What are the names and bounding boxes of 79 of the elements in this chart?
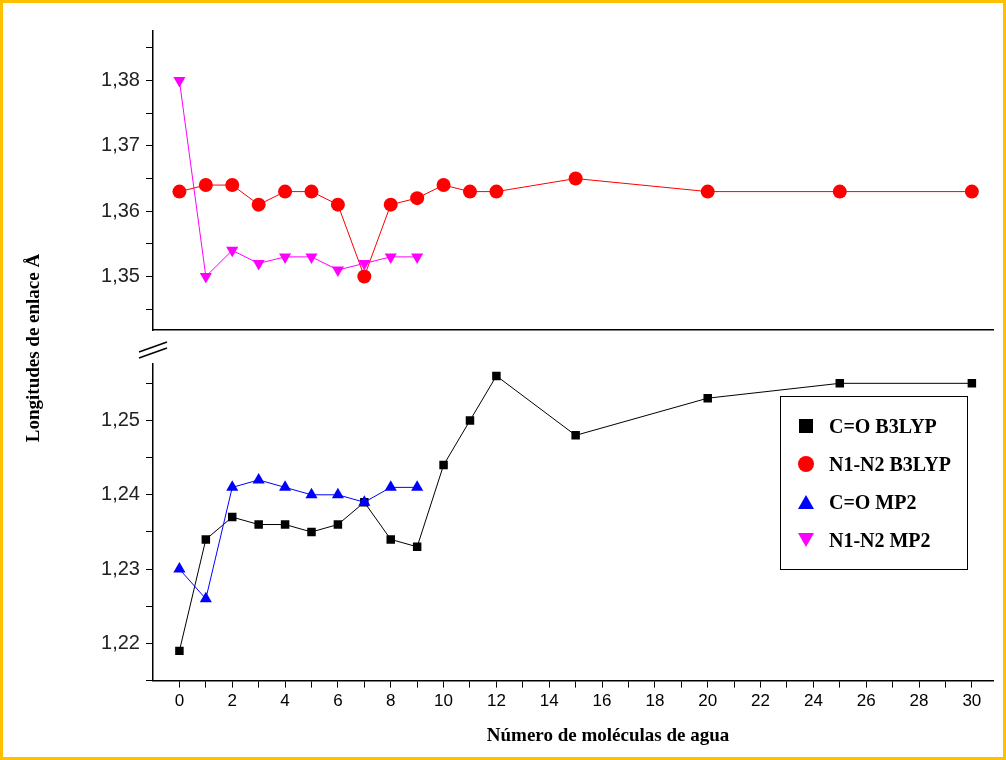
x-tick-label: 22 bbox=[751, 691, 771, 711]
point bbox=[331, 487, 344, 499]
y-tick-label: 1,24 bbox=[101, 482, 140, 505]
point bbox=[568, 171, 583, 186]
point bbox=[358, 259, 371, 271]
point bbox=[173, 562, 186, 573]
x-tick-label: 30 bbox=[962, 691, 982, 711]
legend-label: C=O MP2 bbox=[828, 490, 917, 514]
point bbox=[439, 460, 448, 470]
point bbox=[304, 184, 319, 199]
point bbox=[226, 480, 239, 491]
x-axis-title: Número de moléculas de agua bbox=[485, 724, 731, 746]
y-tick-label: 1,38 bbox=[101, 68, 140, 91]
x-tick-label: 8 bbox=[386, 691, 396, 711]
point bbox=[964, 184, 979, 199]
point bbox=[199, 272, 212, 284]
point bbox=[307, 527, 316, 537]
y-tick-label: 1,22 bbox=[101, 630, 140, 653]
point bbox=[199, 591, 212, 603]
point bbox=[254, 520, 263, 529]
point bbox=[411, 253, 424, 264]
y-axis-title: Longitudes de enlace Å bbox=[22, 253, 44, 443]
point bbox=[489, 184, 504, 199]
point bbox=[383, 197, 398, 212]
point bbox=[330, 197, 345, 212]
point bbox=[305, 253, 318, 264]
x-tick-label: 14 bbox=[539, 691, 559, 711]
point bbox=[175, 646, 184, 656]
point bbox=[384, 253, 397, 264]
x-tick-label: 0 bbox=[174, 691, 185, 711]
point bbox=[462, 184, 477, 199]
point bbox=[386, 535, 395, 544]
point bbox=[436, 178, 451, 193]
point bbox=[384, 480, 397, 491]
point bbox=[279, 253, 292, 264]
point bbox=[305, 487, 318, 499]
point bbox=[201, 535, 211, 544]
point bbox=[411, 480, 424, 491]
point bbox=[703, 393, 712, 403]
point bbox=[226, 246, 239, 258]
x-tick-label: 10 bbox=[434, 691, 454, 711]
point bbox=[465, 416, 475, 425]
point bbox=[832, 184, 847, 199]
point bbox=[280, 520, 290, 529]
point bbox=[172, 184, 187, 199]
x-tick-label: 24 bbox=[803, 691, 823, 711]
point bbox=[331, 266, 344, 277]
point bbox=[571, 431, 580, 440]
x-tick-label: 4 bbox=[280, 691, 290, 711]
point bbox=[492, 371, 501, 381]
legend-label: N1-N2 B3LYP bbox=[828, 452, 951, 476]
point bbox=[251, 197, 266, 212]
x-tick-label: 26 bbox=[856, 691, 876, 711]
point bbox=[278, 184, 293, 199]
x-tick-label: 28 bbox=[909, 691, 929, 711]
point bbox=[252, 472, 265, 484]
point bbox=[198, 178, 213, 193]
point bbox=[967, 379, 977, 388]
point bbox=[252, 259, 265, 271]
legend-label: N1-N2 MP2 bbox=[828, 528, 931, 552]
point bbox=[357, 269, 372, 284]
x-tick-label: 16 bbox=[592, 691, 612, 711]
y-tick-label: 1,23 bbox=[101, 556, 140, 579]
point bbox=[225, 178, 240, 193]
point bbox=[700, 184, 715, 199]
point bbox=[835, 379, 845, 388]
x-tick-label: 18 bbox=[645, 691, 665, 711]
point bbox=[279, 480, 292, 491]
y-tick-label: 1,25 bbox=[101, 408, 140, 430]
x-tick-label: 6 bbox=[333, 691, 343, 711]
legend-label: C=O B3LYP bbox=[828, 414, 937, 438]
x-tick-label: 2 bbox=[227, 691, 237, 711]
point bbox=[333, 520, 343, 529]
y-tick-label: 1,35 bbox=[101, 263, 140, 286]
y-tick-label: 1,37 bbox=[101, 133, 140, 156]
x-tick-label: 20 bbox=[698, 691, 718, 711]
x-tick-label: 12 bbox=[486, 691, 506, 711]
point bbox=[410, 191, 425, 206]
y-tick-label: 1,36 bbox=[101, 198, 140, 221]
